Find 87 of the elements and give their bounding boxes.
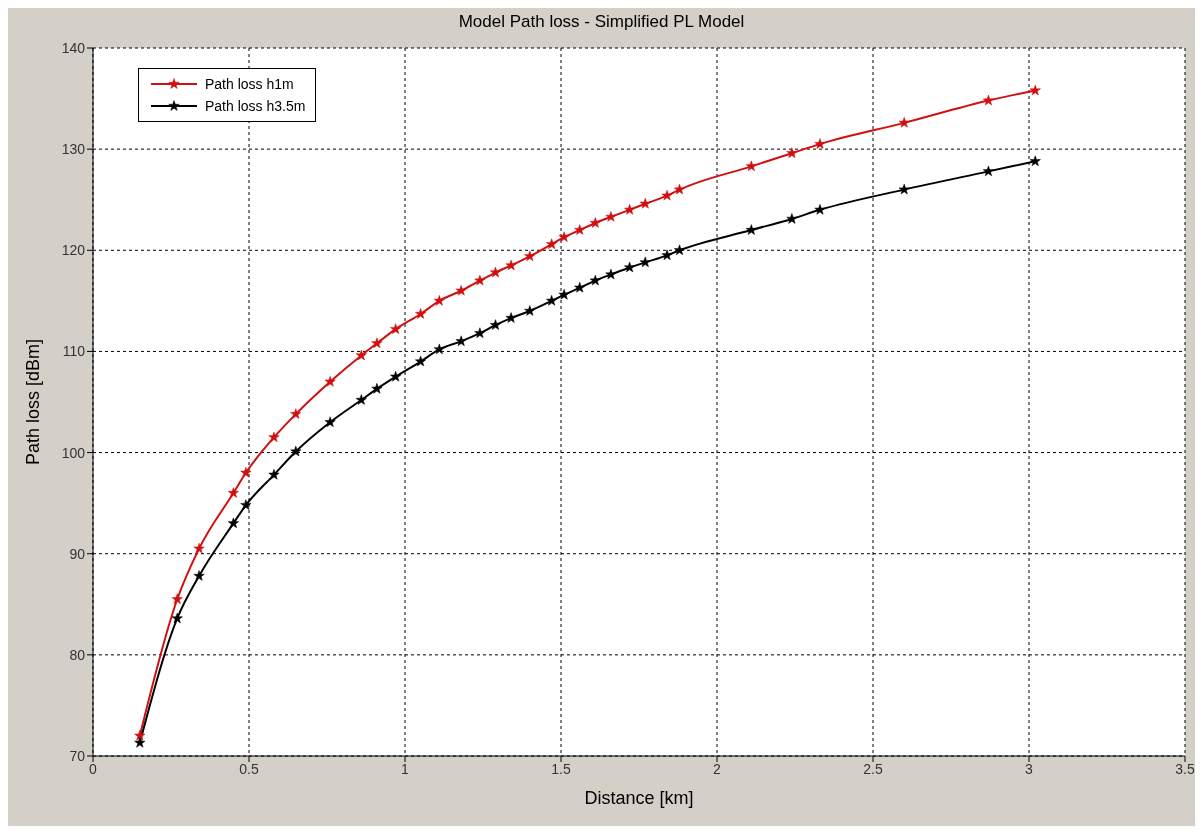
y-axis-title: Path loss [dBm]	[23, 338, 44, 466]
x-tick-label: 0.5	[239, 760, 259, 777]
point	[490, 266, 501, 278]
point	[546, 238, 558, 249]
point	[524, 250, 536, 262]
point	[745, 224, 757, 235]
point	[505, 259, 517, 271]
point	[574, 224, 586, 235]
x-tick-label: 0	[89, 760, 98, 777]
point	[490, 319, 501, 330]
point	[193, 542, 205, 554]
point	[433, 343, 445, 355]
point	[574, 281, 586, 293]
point	[171, 593, 183, 604]
point	[171, 612, 183, 624]
point	[589, 274, 601, 286]
point	[674, 183, 686, 195]
chart-title: Model Path loss - Simplified PL Model	[457, 12, 746, 32]
point	[390, 323, 402, 334]
point	[324, 376, 336, 387]
point	[134, 730, 146, 741]
y-tick-label: 90	[69, 545, 86, 562]
point	[240, 467, 252, 478]
point	[814, 204, 826, 215]
point	[898, 183, 910, 195]
point	[639, 256, 651, 268]
point	[589, 217, 601, 228]
point	[505, 312, 517, 323]
point	[390, 370, 402, 382]
point	[661, 189, 673, 201]
point	[558, 231, 570, 242]
x-axis-title: Distance [km]	[584, 788, 694, 808]
point	[355, 349, 367, 361]
point	[290, 445, 302, 457]
x-tick-label: 2	[713, 760, 722, 777]
y-tick-label: 120	[61, 242, 86, 259]
point	[624, 204, 636, 215]
point	[786, 147, 798, 158]
legend-label: Path loss h1m	[205, 76, 294, 92]
y-tick-label: 110	[62, 343, 86, 360]
point	[193, 570, 205, 581]
point	[415, 355, 427, 367]
x-tick-label: 3.5	[1175, 760, 1195, 777]
point	[240, 499, 252, 510]
point	[982, 165, 994, 177]
point	[546, 295, 558, 306]
point	[134, 737, 146, 748]
point	[524, 305, 536, 316]
point	[227, 487, 239, 498]
point	[745, 160, 757, 172]
point	[982, 94, 994, 106]
point	[371, 337, 383, 349]
point	[1029, 155, 1041, 166]
point	[786, 213, 798, 224]
point	[639, 198, 651, 209]
y-tick-label: 70	[69, 747, 86, 764]
y-tick-label: 130	[61, 141, 86, 158]
point	[474, 274, 486, 286]
y-tick-label: 140	[61, 39, 86, 56]
x-tick-label: 1.5	[551, 760, 571, 777]
point	[1029, 84, 1041, 96]
point	[290, 408, 302, 419]
point	[814, 138, 826, 149]
x-tick-label: 2.5	[863, 760, 883, 777]
point	[624, 261, 636, 273]
point	[474, 327, 486, 338]
x-tick-label: 1	[401, 760, 410, 777]
legend-label: Path loss h3.5m	[205, 98, 306, 114]
point	[455, 335, 467, 347]
point	[558, 289, 570, 300]
point	[268, 431, 280, 443]
point	[415, 308, 427, 319]
point	[674, 244, 686, 255]
point	[605, 268, 617, 280]
y-tick-label: 80	[69, 646, 86, 663]
x-tick-label: 3	[1025, 760, 1034, 777]
point	[455, 284, 467, 296]
point	[227, 517, 239, 529]
point	[898, 117, 910, 128]
y-tick-label: 100	[61, 444, 86, 461]
point	[661, 249, 673, 261]
point	[324, 416, 336, 427]
point	[433, 295, 445, 306]
point	[605, 211, 617, 222]
point	[355, 394, 367, 405]
point	[268, 469, 280, 480]
point	[371, 383, 383, 394]
